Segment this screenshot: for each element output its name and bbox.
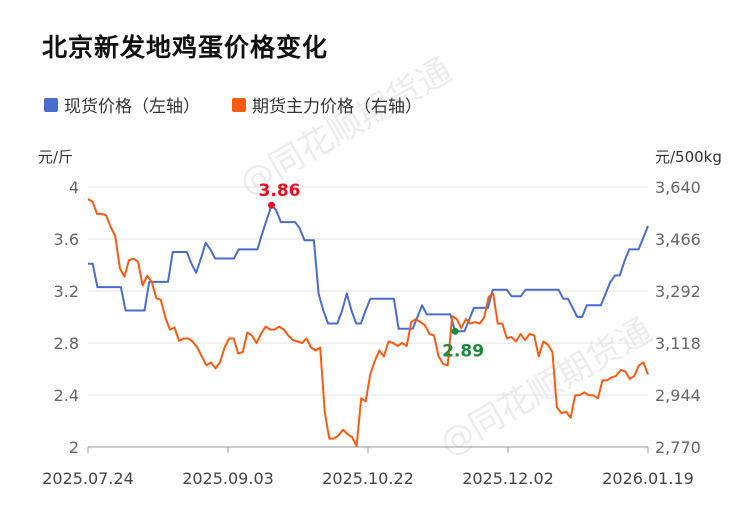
legend-swatch-futures [232,97,246,112]
y-left-tick-label: 2.8 [54,334,79,353]
y-right-tick-label: 3,640 [655,178,701,197]
legend-label-spot: 现货价格（左轴） [64,97,200,117]
x-tick-label: 2025.12.02 [462,469,554,488]
max-point-label: 3.86 [259,181,301,201]
legend-label-futures: 期货主力价格（右轴） [252,97,422,117]
x-tick-label: 2025.09.03 [182,469,274,488]
left-axis-unit: 元/斤 [38,148,74,166]
legend-swatch-spot [44,97,58,112]
min-point-label: 2.89 [442,341,484,361]
y-left-tick-label: 3.2 [54,282,79,301]
y-left-tick-label: 4 [69,178,79,197]
min-point-marker [451,327,459,335]
y-right-tick-label: 3,466 [655,230,701,249]
series-line-futures [87,198,649,448]
series-line-spot [88,204,649,333]
y-left-tick-label: 2.4 [54,386,79,405]
legend: 现货价格（左轴） 期货主力价格（右轴） [44,92,454,117]
y-right-tick-label: 3,292 [655,282,701,301]
legend-item-futures[interactable]: 期货主力价格（右轴） [232,92,422,117]
y-left-tick-label: 3.6 [54,230,79,249]
x-tick-label: 2025.10.22 [322,469,414,488]
x-tick-label: 2025.07.24 [42,469,134,488]
y-right-tick-label: 2,944 [655,386,701,405]
right-axis-unit: 元/500kg [655,148,722,166]
y-right-tick-label: 3,118 [655,334,701,353]
max-point-marker [268,201,276,209]
y-right-tick-label: 2,770 [655,438,701,457]
legend-item-spot[interactable]: 现货价格（左轴） [44,92,200,117]
y-left-tick-label: 2 [69,438,79,457]
x-tick-label: 2026.01.19 [602,469,694,488]
chart-title: 北京新发地鸡蛋价格变化 [42,33,329,62]
